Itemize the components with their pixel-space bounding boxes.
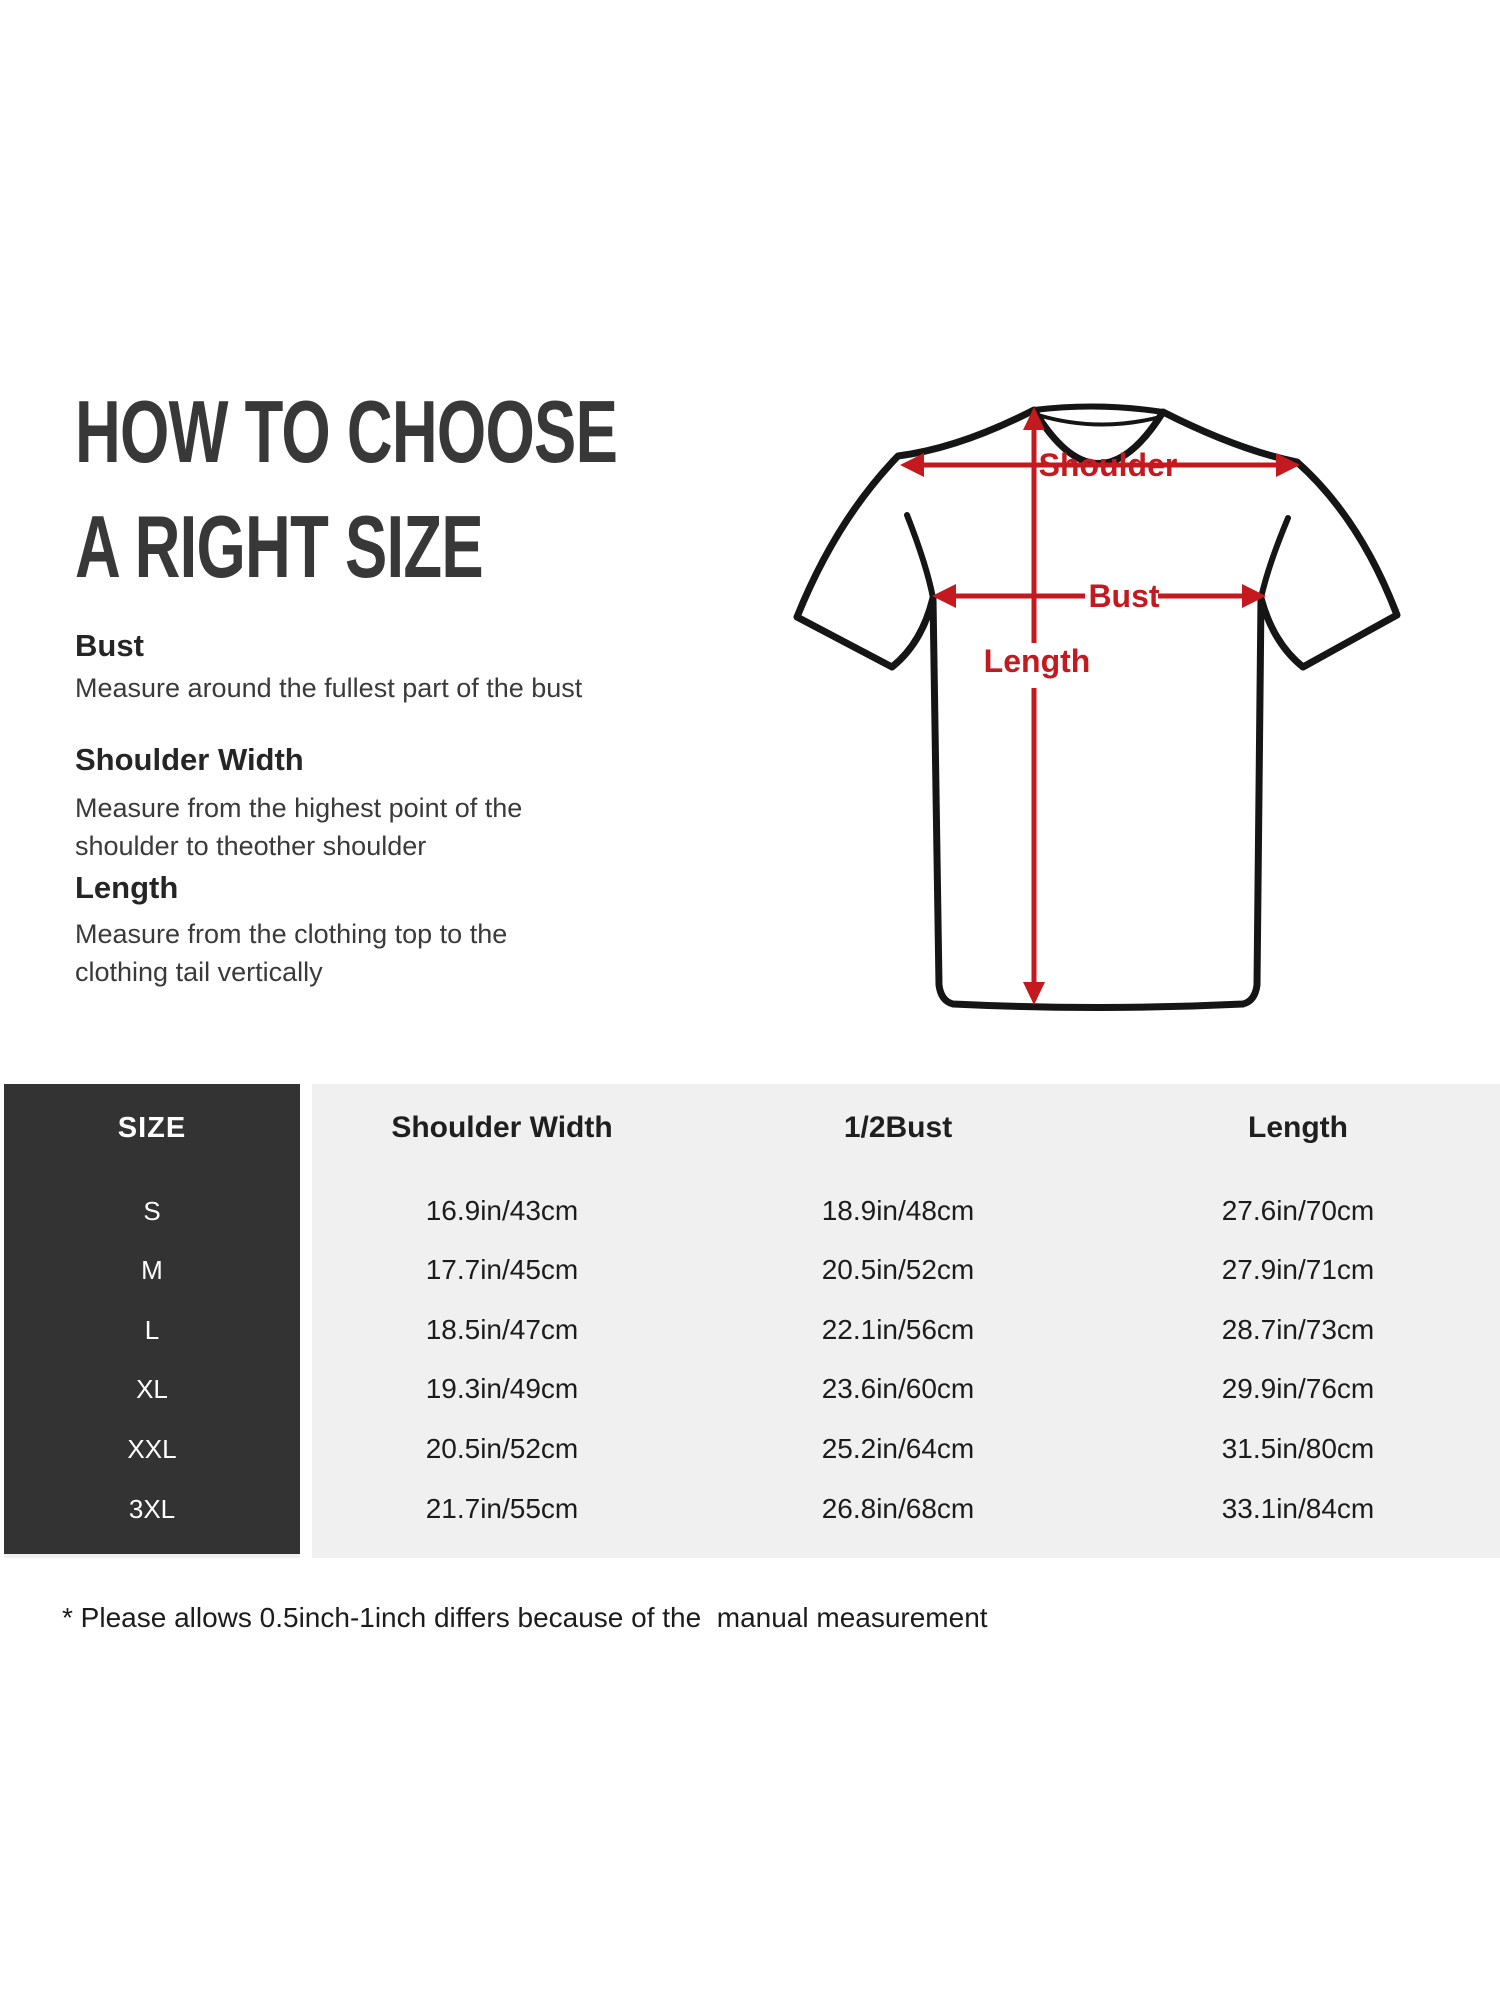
tshirt-outline [793, 406, 1401, 1011]
length-arrowhead-top [1023, 407, 1045, 430]
length-value: 33.1in/84cm [1221, 1493, 1375, 1524]
size-label: XL [136, 1373, 168, 1404]
table-row-xxl: XXL 20.5in/52cm 25.2in/64cm 31.5in/80cm [0, 1429, 1500, 1469]
section-text-shoulder-width-line2: shoulder to theother shoulder [75, 831, 427, 861]
half-bust-value: 25.2in/64cm [821, 1433, 975, 1464]
section-text-length: Measure from the clothing top to the clo… [75, 915, 507, 991]
shoulder-label: Shoulder [1039, 447, 1178, 483]
length-value: 31.5in/80cm [1221, 1433, 1375, 1464]
shoulder-width-value: 20.5in/52cm [425, 1433, 579, 1464]
column-header-half-bust: 1/2Bust [843, 1111, 953, 1144]
page-title-line1: HOW TO CHOOSE [75, 382, 618, 481]
half-bust-value: 26.8in/68cm [821, 1493, 975, 1524]
page-title-line2: A RIGHT SIZE [75, 497, 484, 596]
section-text-bust: Measure around the fullest part of the b… [75, 669, 582, 707]
size-label: L [144, 1314, 160, 1345]
size-column-background [4, 1084, 300, 1554]
length-value: 27.9in/71cm [1221, 1254, 1375, 1285]
section-text-shoulder-width-line1: Measure from the highest point of the [75, 793, 523, 823]
size-label: S [143, 1195, 161, 1226]
length-arrowhead-bottom [1023, 982, 1045, 1005]
size-label: 3XL [128, 1493, 176, 1524]
measurement-footnote: * Please allows 0.5inch-1inch differs be… [62, 1602, 988, 1633]
half-bust-value: 20.5in/52cm [821, 1254, 975, 1285]
table-header-row: SIZE Shoulder Width 1/2Bust Length [0, 1108, 1500, 1148]
collar-top-line [1031, 403, 1166, 415]
half-bust-value: 23.6in/60cm [821, 1373, 975, 1404]
table-row-l: L 18.5in/47cm 22.1in/56cm 28.7in/73cm [0, 1310, 1500, 1350]
table-row-m: M 17.7in/45cm 20.5in/52cm 27.9in/71cm [0, 1250, 1500, 1290]
section-text-shoulder-width: Measure from the highest point of the sh… [75, 789, 522, 865]
size-label: XXL [127, 1433, 177, 1464]
shoulder-width-value: 21.7in/55cm [425, 1493, 579, 1524]
shoulder-width-value: 16.9in/43cm [425, 1195, 579, 1226]
table-row-3xl: 3XL 21.7in/55cm 26.8in/68cm 33.1in/84cm [0, 1489, 1500, 1529]
half-bust-value: 18.9in/48cm [821, 1195, 975, 1226]
section-heading-length: Length [75, 870, 179, 905]
shoulder-arrowhead-right [1276, 453, 1300, 477]
bust-label: Bust [1088, 578, 1159, 614]
table-left-gap [0, 1084, 4, 1558]
tshirt-measurement-diagram: Shoulder Bust Length [793, 403, 1401, 1011]
shoulder-width-value: 18.5in/47cm [425, 1314, 579, 1345]
section-heading-shoulder-width: Shoulder Width [75, 742, 304, 777]
length-label: Length [984, 643, 1091, 679]
section-text-length-line1: Measure from the clothing top to the [75, 919, 508, 949]
shoulder-width-value: 17.7in/45cm [425, 1254, 579, 1285]
column-header-shoulder-width: Shoulder Width [391, 1111, 613, 1144]
length-value: 29.9in/76cm [1221, 1373, 1375, 1404]
section-text-length-line2: clothing tail vertically [75, 957, 323, 987]
column-header-length: Length [1248, 1111, 1348, 1144]
size-column-separator [300, 1084, 312, 1558]
bust-arrowhead-right [1242, 584, 1266, 608]
half-bust-value: 22.1in/56cm [821, 1314, 975, 1345]
shoulder-arrowhead-left [900, 453, 924, 477]
length-value: 27.6in/70cm [1221, 1195, 1375, 1226]
table-row-s: S 16.9in/43cm 18.9in/48cm 27.6in/70cm [0, 1191, 1500, 1231]
shoulder-width-value: 19.3in/49cm [425, 1373, 579, 1404]
size-table: SIZE Shoulder Width 1/2Bust Length S 16.… [0, 1084, 1500, 1558]
armhole-seam-left [904, 512, 936, 601]
collar-band-line [1036, 413, 1162, 427]
section-heading-bust: Bust [75, 628, 144, 663]
table-row-xl: XL 19.3in/49cm 23.6in/60cm 29.9in/76cm [0, 1369, 1500, 1409]
length-value: 28.7in/73cm [1221, 1314, 1375, 1345]
bust-arrowhead-left [932, 584, 956, 608]
size-label: M [141, 1254, 163, 1285]
column-header-size: SIZE [117, 1111, 187, 1144]
armhole-seam-right [1258, 515, 1291, 601]
section-text-bust-line1: Measure around the fullest part of the b… [75, 673, 583, 703]
